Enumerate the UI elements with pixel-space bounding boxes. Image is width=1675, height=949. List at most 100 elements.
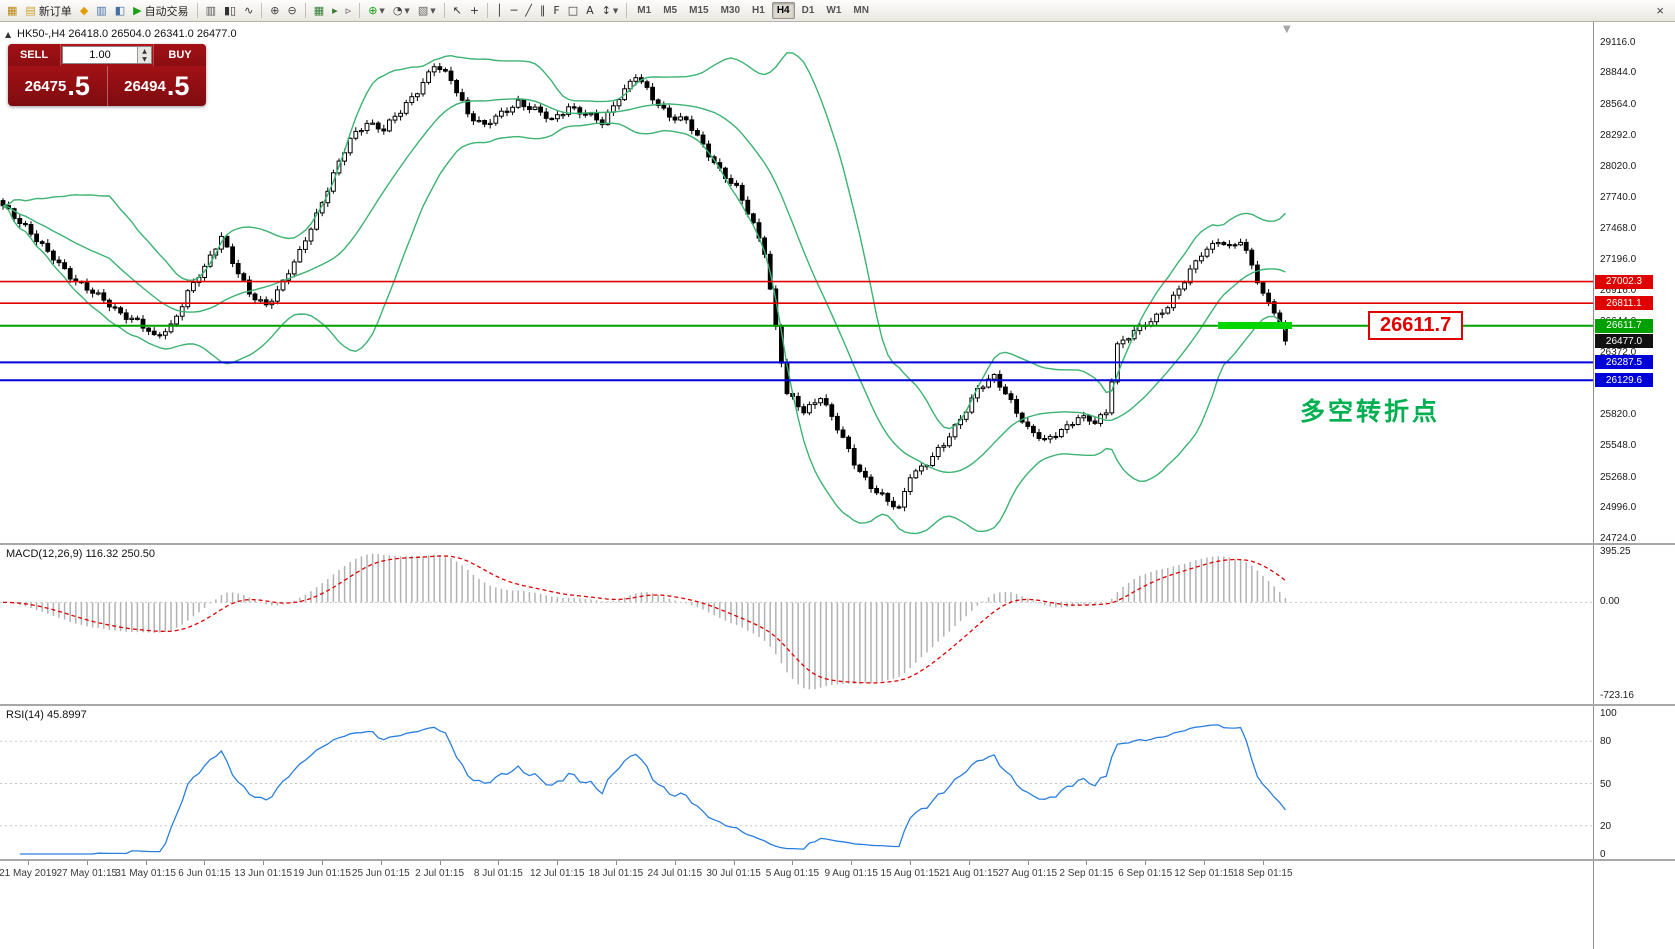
buy-button[interactable]: BUY — [153, 44, 206, 66]
channel-button[interactable]: ∥ — [537, 1, 549, 21]
crosshair-button[interactable]: + — [467, 1, 482, 21]
trendline-button[interactable]: ╱ — [522, 1, 535, 21]
main-chart-pane[interactable]: ▲ HK50-,H4 26418.0 26504.0 26341.0 26477… — [0, 23, 1593, 543]
price-scale-label: 25820.0 — [1600, 409, 1637, 421]
sell-price[interactable]: 26475 .5 — [8, 66, 108, 106]
new-order-label: 新订单 — [38, 5, 72, 18]
macd-svg[interactable] — [0, 545, 1593, 704]
volume-spinner-down-icon[interactable]: ▼ — [138, 55, 151, 63]
channel-icon: ∥ — [539, 4, 546, 17]
timeframe-mn-button[interactable]: MN — [853, 5, 869, 16]
time-tick — [1145, 861, 1147, 865]
timeframe-m1-button[interactable]: M1 — [637, 5, 652, 16]
market-watch-button[interactable]: ▥ — [93, 1, 109, 21]
timeframe-m15-button[interactable]: M15 — [689, 5, 709, 16]
price-scale-label: 28292.0 — [1600, 129, 1637, 141]
support-price-callout[interactable]: 26611.7 — [1368, 311, 1464, 340]
toolbar-separator — [196, 3, 198, 18]
cursor-button[interactable]: ↖ — [450, 1, 465, 21]
metaeditor-button[interactable]: ◆ — [77, 1, 91, 21]
indicators-button[interactable]: ⊕ ▼ — [365, 1, 388, 21]
time-scale-label: 2 Sep 01:15 — [1059, 868, 1114, 879]
time-scale-label: 6 Jun 01:15 — [178, 868, 231, 879]
cursor-icon: ↖ — [452, 4, 462, 17]
rsi-scale-label: 20 — [1600, 820, 1612, 832]
time-scale-label: 2 Jul 01:15 — [415, 868, 465, 879]
text-icon: A — [586, 4, 594, 17]
timeframe-h1-button[interactable]: H1 — [752, 5, 765, 16]
time-scale-label: 12 Jul 01:15 — [529, 868, 585, 879]
new-chart-button[interactable]: ▦ — [4, 1, 20, 21]
price-scale-label: 26916.0 — [1600, 285, 1637, 297]
timeframe-w1-button[interactable]: W1 — [826, 5, 842, 16]
tile-windows-button[interactable]: ▦ — [311, 1, 327, 21]
autotrading-label: 自动交易 — [144, 5, 189, 18]
fibonacci-button[interactable]: F — [550, 1, 562, 21]
buy-price[interactable]: 26494 .5 — [108, 66, 207, 106]
close-icon[interactable]: × — [1656, 3, 1664, 18]
macd-scale-zero: 0.00 — [1600, 596, 1620, 608]
bar-chart-button[interactable]: ▥ — [203, 1, 219, 21]
time-tick — [1086, 861, 1088, 865]
periods-button[interactable]: ◔ ▼ — [390, 1, 413, 21]
pane-separator[interactable] — [0, 704, 1675, 706]
volume-spinner-up-icon[interactable]: ▲ — [138, 47, 151, 55]
support-zone-highlight[interactable] — [1218, 322, 1292, 330]
arrows-button[interactable]: ↕ ▼ — [599, 1, 622, 21]
time-tick — [86, 861, 88, 865]
zoom-out-icon: ⊖ — [287, 4, 297, 17]
macd-indicator-pane[interactable]: MACD(12,26,9) 116.32 250.50 — [0, 545, 1593, 704]
vertical-line-button[interactable]: │ — [493, 1, 506, 21]
price-scale-label: 29116.0 — [1600, 36, 1636, 48]
price-scale-label: 28564.0 — [1600, 99, 1637, 111]
chart-shift-icon: ▹ — [345, 4, 352, 17]
zoom-out-button[interactable]: ⊖ — [285, 1, 300, 21]
navigator-button[interactable]: ◧ — [112, 1, 128, 21]
time-scale-label: 19 Jun 01:15 — [293, 868, 351, 879]
one-click-collapse-icon[interactable]: ▲ — [5, 30, 12, 39]
text-button[interactable]: A — [583, 1, 597, 21]
zoom-in-button[interactable]: ⊕ — [267, 1, 282, 21]
chevron-down-icon: ▼ — [379, 6, 385, 15]
shapes-button[interactable]: □ — [565, 1, 581, 21]
templates-button[interactable]: ▧ ▼ — [415, 1, 439, 21]
volume-input[interactable] — [63, 47, 137, 63]
toolbar-separator — [359, 3, 361, 18]
new-order-button[interactable]: ▤ 新订单 — [22, 1, 74, 21]
time-scale-label: 18 Jul 01:15 — [588, 868, 644, 879]
one-click-trading-panel: SELL ▲ ▼ BUY 26475 .5 26494 .5 — [8, 44, 206, 106]
price-line-label: 26287.5 — [1595, 355, 1653, 370]
timeframe-m30-button[interactable]: M30 — [720, 5, 741, 16]
auto-scroll-icon: ▸ — [332, 4, 338, 17]
main-chart-svg[interactable] — [0, 23, 1593, 543]
rsi-svg[interactable] — [0, 706, 1593, 861]
price-axis[interactable]: 29116.0 28844.0 28564.0 28292.0 28020.0 27740… — [1593, 0, 1675, 949]
price-line-label: 26611.7 — [1595, 318, 1653, 333]
volume-field: ▲ ▼ — [62, 46, 152, 64]
timeframe-h4-button[interactable]: H4 — [771, 2, 795, 19]
horizontal-line-button[interactable]: ─ — [508, 1, 521, 21]
timeframe-d1-button[interactable]: D1 — [801, 5, 815, 16]
autotrading-button[interactable]: ▶ 自动交易 — [130, 1, 191, 21]
pane-separator[interactable] — [0, 543, 1675, 545]
chart-shift-button[interactable]: ▹ — [343, 1, 355, 21]
vertical-line-icon: │ — [496, 4, 503, 17]
time-tick — [1262, 861, 1264, 865]
time-axis[interactable]: 21 May 2019 27 May 01:15 31 May 01:15 6 Jun… — [0, 861, 1593, 949]
chart-shift-marker-icon[interactable]: ▼ — [1283, 24, 1291, 35]
line-chart-button[interactable]: ∿ — [241, 1, 256, 21]
price-line-label: 27002.3 — [1595, 274, 1653, 289]
sell-button[interactable]: SELL — [8, 44, 61, 66]
rsi-indicator-pane[interactable]: RSI(14) 45.8997 — [0, 706, 1593, 861]
time-scale-label: 6 Sep 01:15 — [1118, 868, 1173, 879]
timeframe-m5-button[interactable]: M5 — [663, 5, 678, 16]
time-scale-label: 31 May 01:15 — [115, 868, 176, 879]
candlestick-chart-button[interactable]: ▮▯ — [221, 1, 239, 21]
time-scale-label: 12 Sep 01:15 — [1174, 868, 1234, 879]
pane-separator[interactable] — [0, 859, 1675, 861]
time-tick — [322, 861, 323, 865]
toolbar-separator — [261, 3, 263, 18]
time-tick — [1204, 861, 1205, 865]
time-tick — [204, 861, 206, 865]
auto-scroll-button[interactable]: ▸ — [329, 1, 341, 21]
